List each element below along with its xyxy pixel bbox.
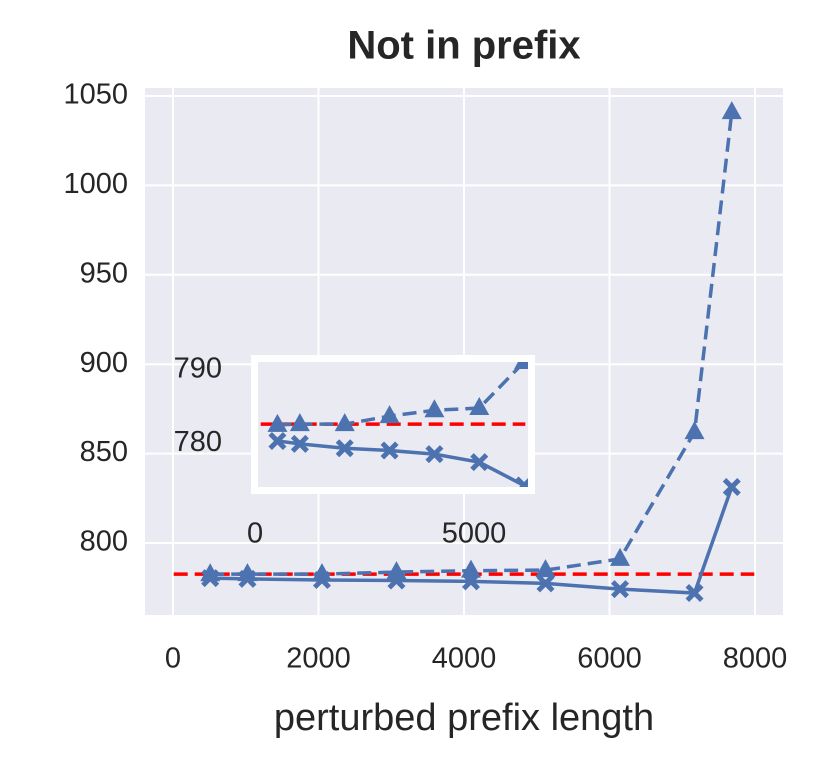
marker	[290, 434, 309, 453]
marker	[469, 397, 490, 416]
y-tick-label: 900	[80, 347, 128, 379]
y-tick-label: 800	[80, 526, 128, 558]
marker	[515, 476, 528, 487]
marker	[461, 572, 480, 591]
marker	[684, 421, 705, 440]
marker	[380, 441, 399, 460]
x-tick-label: 8000	[723, 643, 788, 675]
plot-area	[260, 362, 528, 487]
marker	[334, 413, 355, 432]
marker	[424, 399, 445, 418]
y-tick-label: 780	[174, 426, 222, 458]
marker	[268, 431, 287, 450]
x-tick-label: 2000	[286, 643, 351, 675]
marker	[722, 478, 741, 497]
marker	[535, 559, 556, 578]
marker	[387, 571, 406, 590]
marker	[470, 453, 489, 472]
marker	[379, 405, 400, 424]
marker	[289, 413, 310, 432]
marker	[514, 362, 528, 369]
y-tick-label: 850	[80, 436, 128, 468]
x-tick-label: 0	[165, 643, 181, 675]
y-tick-label: 1050	[63, 79, 128, 111]
marker	[610, 547, 631, 566]
marker	[536, 574, 555, 593]
marker	[685, 584, 704, 603]
y-tick-label: 950	[80, 257, 128, 289]
x-tick-label: 6000	[577, 643, 642, 675]
marker	[238, 569, 257, 588]
marker	[611, 580, 630, 599]
x-tick-label: 0	[247, 518, 263, 550]
marker	[721, 101, 742, 120]
chart-title: Not in prefix	[347, 24, 580, 68]
marker	[267, 413, 288, 432]
x-tick-label: 5000	[442, 518, 507, 550]
y-tick-label: 1000	[63, 168, 128, 200]
x-tick-label: 4000	[432, 643, 497, 675]
marker	[425, 445, 444, 464]
marker	[201, 569, 220, 588]
marker	[335, 439, 354, 458]
y-tick-label: 790	[174, 353, 222, 385]
plot-area	[173, 101, 755, 603]
marker	[312, 570, 331, 589]
x-axis-label: perturbed prefix length	[274, 697, 654, 739]
